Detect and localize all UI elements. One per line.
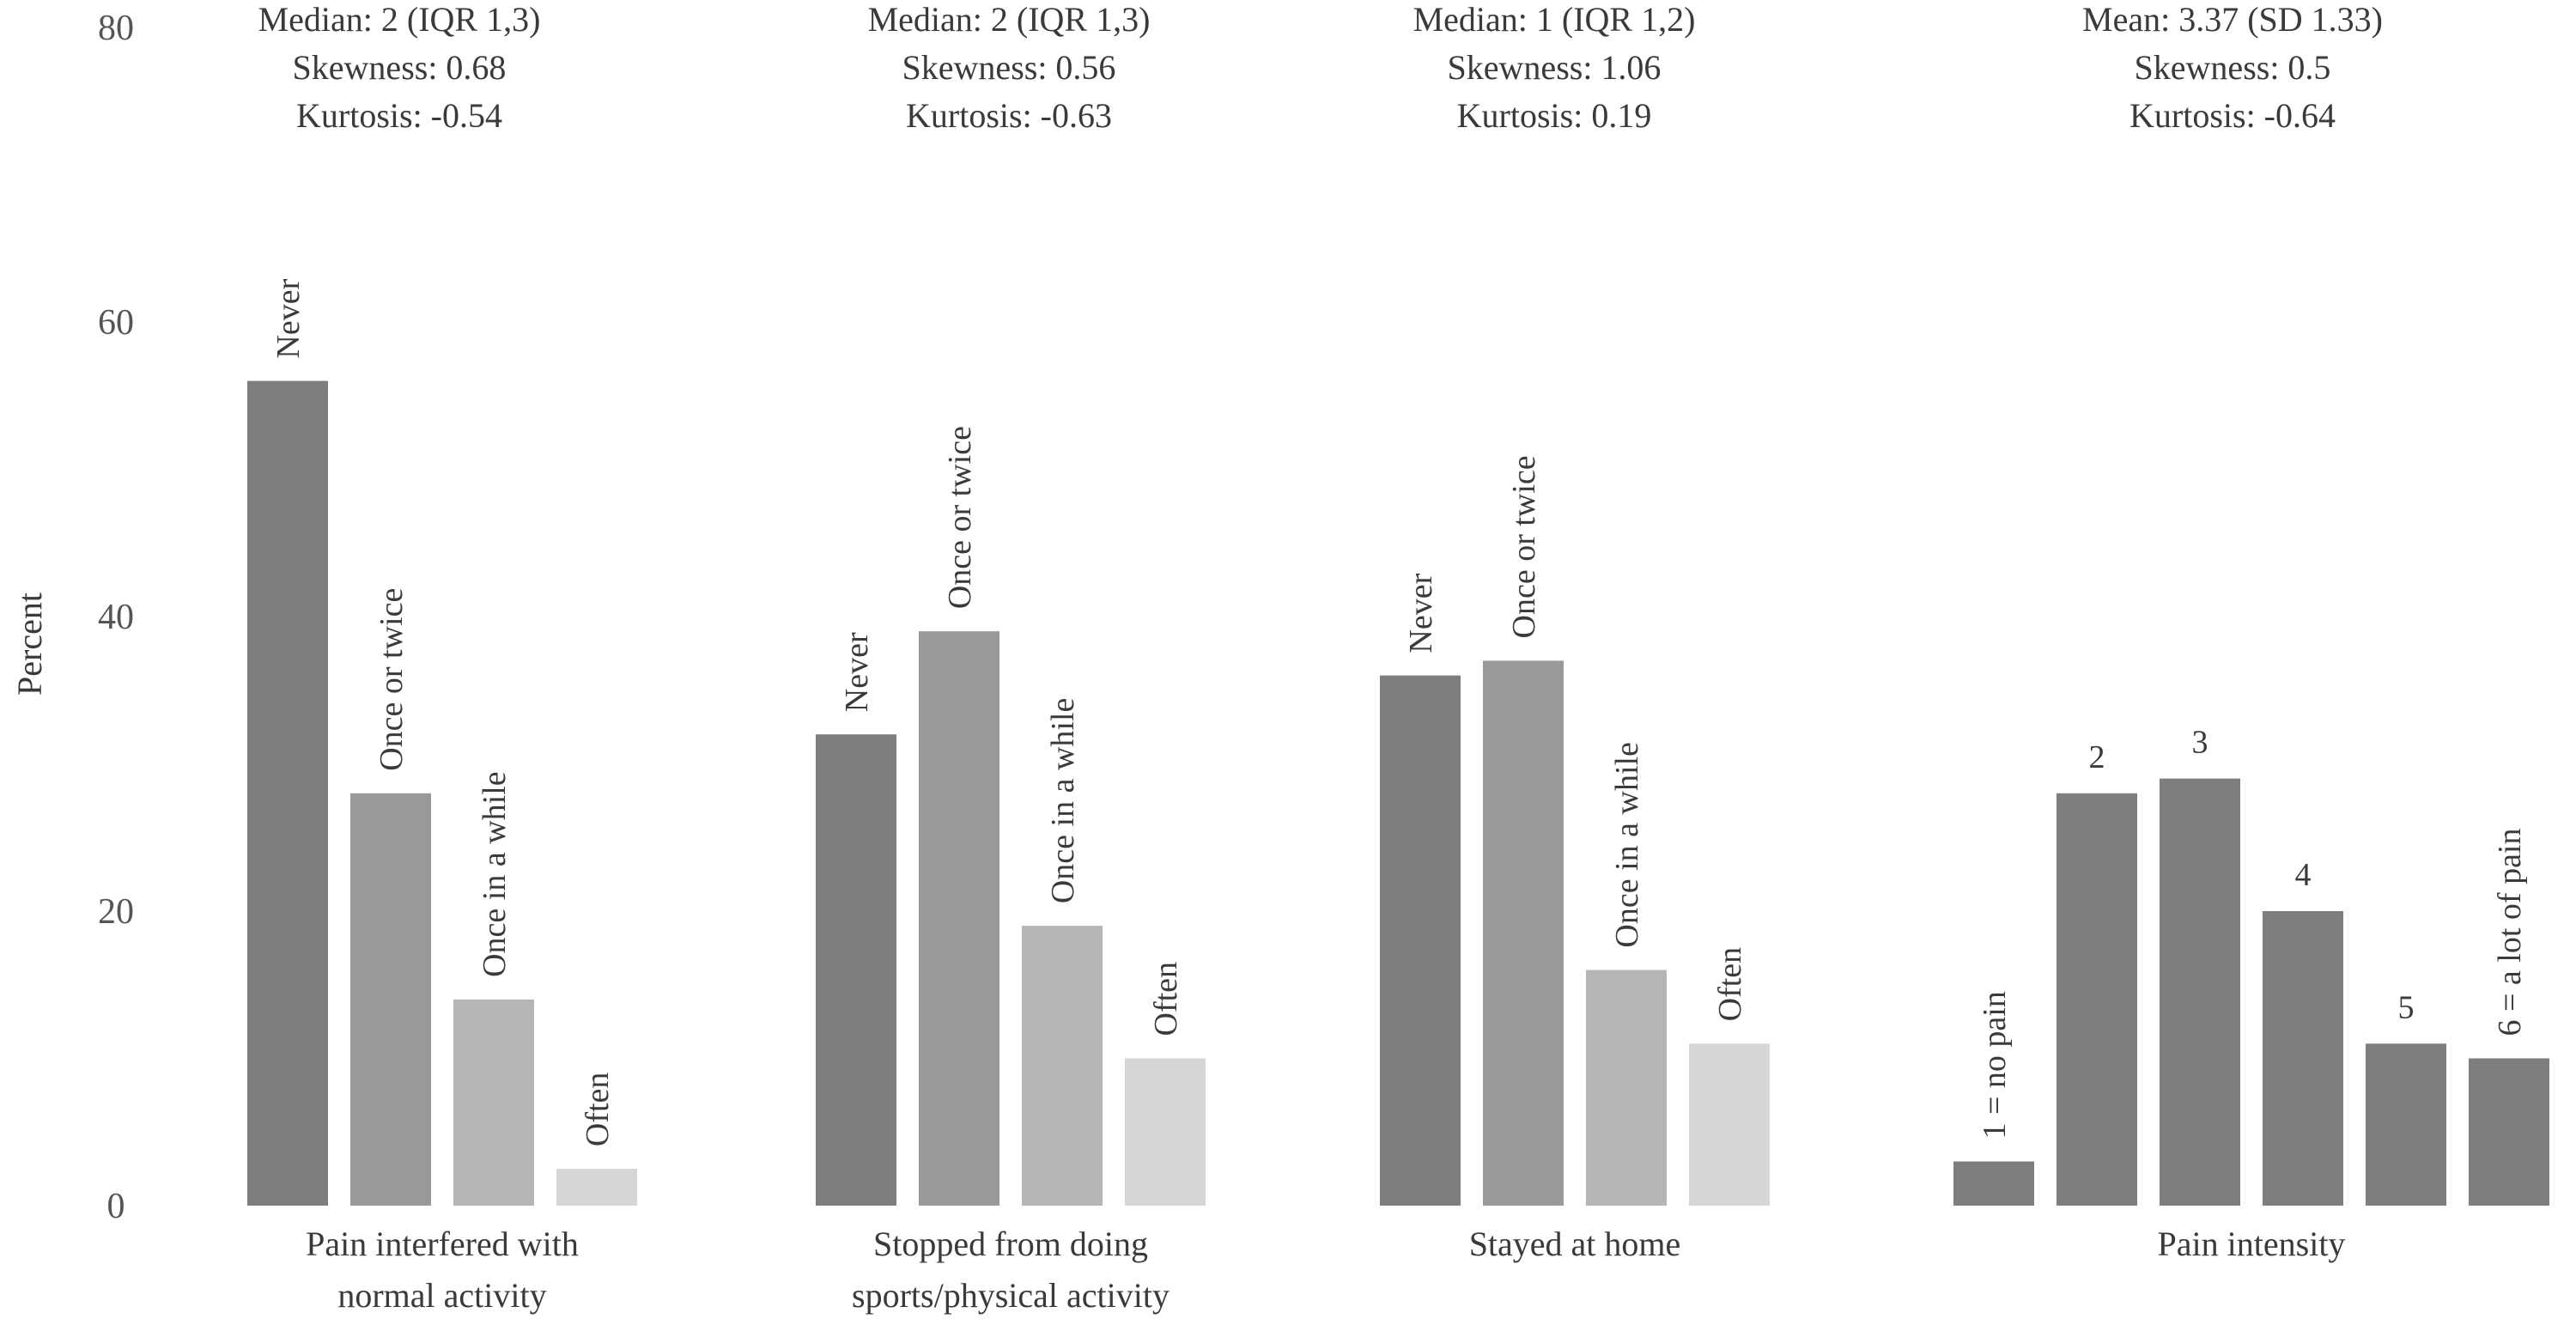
bar-label: Once or twice — [1506, 455, 1542, 638]
bar-label: 2 — [2089, 739, 2105, 775]
bar — [1125, 1058, 1206, 1206]
bar-label: Often — [1712, 947, 1748, 1022]
stat-line: Median: 2 (IQR 1,3) — [868, 0, 1151, 39]
stat-line: Mean: 3.37 (SD 1.33) — [2082, 0, 2383, 39]
stat-line: Kurtosis: -0.64 — [2129, 96, 2336, 135]
bar-label: Often — [1148, 962, 1184, 1036]
bar — [556, 1169, 637, 1206]
stat-line: Median: 1 (IQR 1,2) — [1413, 0, 1696, 39]
bar-label: Once in a while — [1045, 698, 1081, 904]
stat-line: Skewness: 0.5 — [2135, 48, 2331, 87]
bar-label: Never — [1403, 573, 1439, 653]
bar-group: Median: 1 (IQR 1,2) Skewness: 1.06 Kurtosi… — [1380, 0, 1770, 1263]
bar-label: Never — [839, 632, 875, 712]
group-label: normal activity — [337, 1276, 546, 1315]
bar-label: Never — [270, 278, 307, 358]
stat-line: Median: 2 (IQR 1,3) — [258, 0, 541, 39]
stat-line: Skewness: 0.56 — [902, 48, 1116, 87]
bar — [1586, 969, 1667, 1206]
group-label: Pain interfered with — [306, 1225, 579, 1263]
bar-label: Once or twice — [942, 426, 978, 609]
stat-line: Kurtosis: -0.54 — [296, 96, 502, 135]
bar — [919, 631, 999, 1206]
bar-groups: Median: 2 (IQR 1,3) Skewness: 0.68 Kurtosi… — [247, 0, 2549, 1315]
y-axis-title: Percent — [10, 593, 49, 696]
group-label: Stopped from doing — [873, 1225, 1148, 1263]
bar-label: 6 = a lot of pain — [2492, 829, 2528, 1036]
group-label: Stayed at home — [1469, 1225, 1681, 1263]
bar — [1483, 660, 1564, 1206]
y-tick-label: 80 — [98, 9, 134, 48]
bar — [2469, 1058, 2549, 1206]
bar — [453, 999, 534, 1206]
bar — [1689, 1043, 1770, 1206]
bar — [2160, 778, 2240, 1206]
stat-line: Skewness: 1.06 — [1448, 48, 1662, 87]
bar — [1022, 926, 1103, 1206]
bar — [2057, 793, 2137, 1206]
bar-group: Median: 2 (IQR 1,3) Skewness: 0.56 Kurtosi… — [816, 0, 1206, 1315]
stat-line: Kurtosis: 0.19 — [1457, 96, 1652, 135]
y-tick-label: 20 — [98, 892, 134, 932]
bar-label: Often — [580, 1073, 616, 1147]
bar-label: Once in a while — [1609, 742, 1645, 948]
y-tick-label: 0 — [107, 1187, 125, 1226]
group-label: Pain intensity — [2158, 1225, 2346, 1263]
bar-group: Mean: 3.37 (SD 1.33) Skewness: 0.5 Kurtosi… — [1953, 0, 2549, 1263]
bar — [816, 734, 896, 1206]
y-tick-label: 60 — [98, 303, 134, 343]
y-tick-label: 40 — [98, 598, 134, 637]
bar — [1953, 1161, 2034, 1206]
bar — [247, 380, 328, 1206]
bar — [2263, 911, 2343, 1206]
bar-group: Median: 2 (IQR 1,3) Skewness: 0.68 Kurtosi… — [247, 0, 637, 1315]
bar — [2366, 1043, 2446, 1206]
stat-line: Kurtosis: -0.63 — [906, 96, 1112, 135]
y-axis: 0 20 40 60 80 Percent — [10, 9, 134, 1226]
bar-label: 1 = no pain — [1977, 991, 2013, 1139]
bar-label: Once in a while — [477, 771, 513, 977]
bar — [1380, 675, 1461, 1206]
bar-label: 4 — [2295, 857, 2312, 893]
bar-label: Once or twice — [374, 588, 410, 771]
bar-label: 3 — [2192, 725, 2208, 761]
bar-label: 5 — [2398, 989, 2415, 1025]
bar — [350, 793, 431, 1206]
group-label: sports/physical activity — [852, 1276, 1170, 1315]
stat-line: Skewness: 0.68 — [293, 48, 507, 87]
